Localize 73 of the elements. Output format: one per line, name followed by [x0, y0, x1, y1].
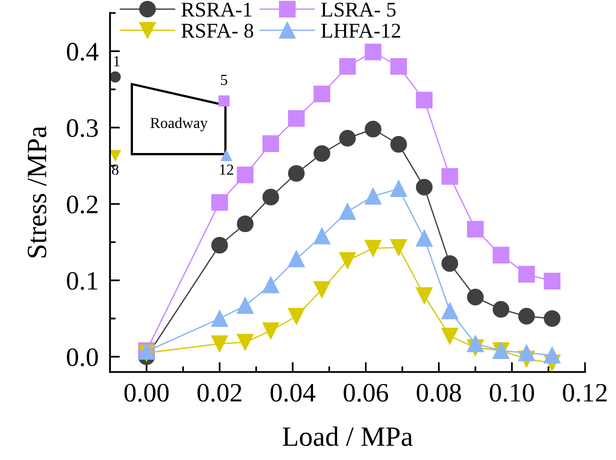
point [211, 236, 228, 254]
point [314, 86, 330, 102]
point [339, 203, 356, 220]
point [416, 92, 433, 108]
x-tick-label: 0.04 [270, 384, 316, 402]
point [288, 250, 305, 268]
legend-label: RSRA-1 [181, 2, 252, 17]
x-tick-label: 0.08 [416, 384, 461, 402]
x-tick-label: 0.02 [198, 384, 242, 402]
point [211, 335, 228, 352]
point [262, 322, 280, 340]
point [441, 328, 458, 344]
point [390, 180, 407, 198]
point [441, 302, 458, 320]
point [339, 252, 356, 269]
annotation: 5 [221, 74, 228, 86]
point [236, 166, 254, 184]
y-tick-label: 0.1 [66, 272, 98, 290]
point [211, 310, 228, 327]
y-tick-label: 0.4 [66, 42, 98, 61]
point [262, 188, 280, 206]
point [339, 58, 356, 75]
y-tick-label: 0.0 [66, 348, 98, 366]
point [236, 297, 254, 314]
x-tick-label: 0.10 [490, 384, 534, 402]
point [467, 288, 484, 306]
point [416, 287, 433, 304]
point [288, 308, 305, 325]
point [211, 194, 228, 211]
point [544, 272, 560, 290]
legend-label: LSRA- 5 [321, 2, 396, 17]
point [544, 310, 560, 327]
annotation: 1 [114, 56, 120, 66]
point [314, 228, 330, 244]
point [441, 168, 458, 185]
point [544, 346, 560, 364]
point [467, 335, 484, 352]
x-tick-label: 0.12 [562, 384, 607, 402]
point [364, 44, 382, 60]
point [364, 120, 382, 138]
point [236, 334, 254, 351]
point [390, 239, 407, 256]
point [518, 344, 535, 362]
point [262, 276, 280, 294]
point [288, 110, 305, 127]
point [288, 165, 305, 182]
point [390, 58, 407, 75]
point [314, 145, 330, 162]
x-tick-label: 0.06 [344, 384, 388, 402]
y-axis-title: Stress /MPa [28, 126, 46, 258]
annotation: 12 [220, 164, 234, 175]
point [467, 220, 484, 238]
annotation: Roadway [150, 117, 208, 132]
legend-label: RSFA- 8 [181, 24, 254, 38]
point [236, 215, 254, 232]
legend-label: LHFA-12 [321, 24, 400, 38]
point [441, 255, 458, 272]
y-tick-label: 0.2 [66, 196, 98, 214]
x-axis-title: Load / MPa [282, 426, 413, 446]
point [492, 301, 510, 318]
point [339, 130, 356, 147]
point [364, 240, 382, 257]
point [262, 135, 280, 152]
y-tick-label: 0.3 [66, 119, 98, 138]
x-tick-label: 0.00 [124, 384, 169, 402]
point [390, 136, 407, 153]
point [518, 266, 535, 283]
point [364, 188, 382, 205]
point [492, 246, 510, 264]
point [314, 281, 330, 298]
point [416, 178, 433, 196]
point [518, 308, 535, 325]
point [416, 230, 433, 247]
